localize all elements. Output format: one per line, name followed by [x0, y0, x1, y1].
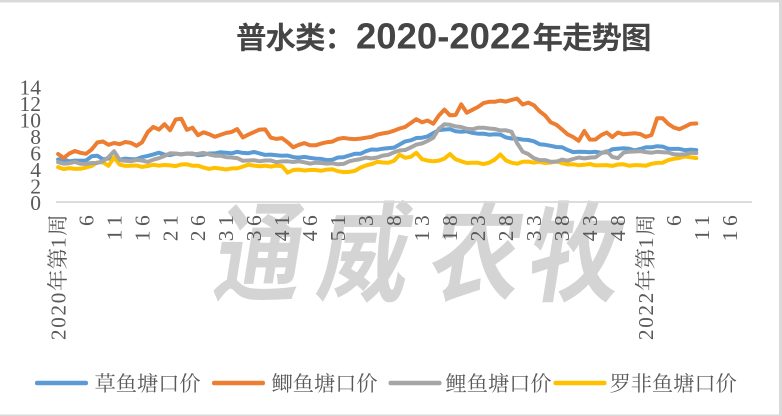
svg-text:33: 33	[522, 211, 546, 242]
svg-text:6: 6	[74, 211, 98, 226]
svg-text:11: 11	[690, 211, 714, 241]
svg-text:28: 28	[494, 211, 518, 242]
svg-text:2020: 2020	[46, 291, 70, 340]
svg-text:1: 1	[46, 237, 70, 248]
svg-text:2022: 2022	[634, 291, 658, 340]
svg-text:43: 43	[578, 211, 602, 242]
svg-text:46: 46	[298, 211, 322, 242]
svg-text:6: 6	[662, 211, 686, 226]
svg-text:23: 23	[466, 211, 490, 242]
svg-text:11: 11	[102, 211, 126, 241]
svg-text:14: 14	[20, 76, 42, 100]
svg-text:1: 1	[634, 237, 658, 248]
svg-text:4: 4	[30, 158, 41, 182]
svg-text:6: 6	[30, 142, 41, 166]
svg-text:13: 13	[410, 211, 434, 242]
svg-text:26: 26	[186, 211, 210, 242]
svg-text:51: 51	[326, 211, 350, 242]
svg-text:8: 8	[382, 211, 406, 226]
svg-text:10: 10	[20, 109, 42, 133]
svg-text:31: 31	[214, 211, 238, 242]
svg-text:18: 18	[438, 211, 462, 242]
svg-text:2020-2022: 2020-2022	[356, 16, 531, 57]
svg-text:38: 38	[550, 211, 574, 242]
svg-text:41: 41	[270, 211, 294, 242]
svg-text:36: 36	[242, 211, 266, 242]
svg-text:0: 0	[30, 191, 41, 215]
svg-text:2: 2	[30, 174, 41, 198]
svg-text:8: 8	[30, 125, 41, 149]
svg-text:12: 12	[20, 92, 42, 116]
svg-text:16: 16	[130, 211, 154, 242]
svg-text:3: 3	[354, 211, 378, 226]
svg-text:21: 21	[158, 211, 182, 242]
svg-text:48: 48	[606, 211, 630, 242]
svg-text:16: 16	[718, 211, 742, 242]
